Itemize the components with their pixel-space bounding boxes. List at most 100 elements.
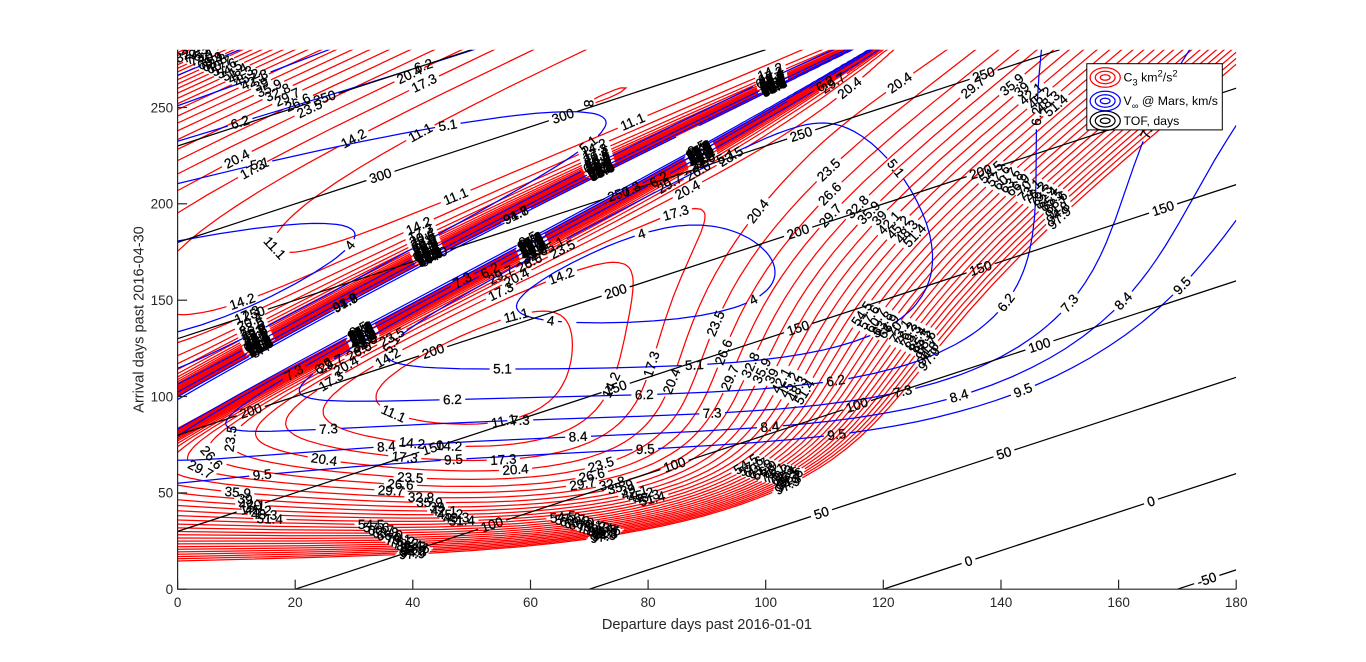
svg-text:42.1: 42.1 (620, 482, 649, 503)
svg-text:66.9: 66.9 (377, 528, 403, 543)
svg-text:7.3: 7.3 (892, 382, 914, 401)
svg-text:26.6: 26.6 (577, 465, 606, 485)
svg-text:7.3: 7.3 (511, 413, 530, 429)
svg-text:100: 100 (151, 389, 174, 404)
svg-text:20: 20 (288, 595, 303, 610)
svg-text:250: 250 (151, 100, 174, 115)
svg-text:-50: -50 (1195, 569, 1218, 589)
svg-text:8: 8 (581, 100, 596, 108)
svg-text:32.8: 32.8 (598, 473, 627, 494)
svg-text:8.4: 8.4 (568, 429, 588, 445)
svg-text:73.1: 73.1 (576, 517, 604, 535)
svg-text:5.1: 5.1 (249, 154, 271, 173)
svg-text:150: 150 (603, 377, 629, 398)
svg-text:C3 km2/s2: C3 km2/s2 (1124, 69, 1178, 89)
svg-text:80: 80 (641, 595, 656, 610)
svg-text:23.5: 23.5 (397, 470, 424, 486)
svg-text:Arrival days past 2016-04-30: Arrival days past 2016-04-30 (132, 226, 148, 413)
svg-text:100: 100 (754, 595, 777, 610)
svg-text:39: 39 (524, 241, 544, 261)
svg-text:23.5: 23.5 (586, 454, 615, 476)
svg-text:54.5: 54.5 (549, 508, 577, 526)
svg-text:9.5: 9.5 (444, 452, 464, 468)
svg-text:60.7: 60.7 (559, 512, 587, 530)
svg-text:70: 70 (249, 336, 269, 356)
svg-text:70: 70 (884, 319, 905, 340)
svg-text:76.2: 76.2 (346, 320, 376, 345)
svg-text:200: 200 (785, 221, 811, 242)
svg-text:50: 50 (812, 504, 831, 523)
svg-text:100: 100 (479, 514, 505, 535)
svg-text:7.3: 7.3 (319, 421, 338, 437)
svg-text:250: 250 (423, 243, 449, 264)
svg-text:200: 200 (238, 400, 264, 421)
svg-text:54.5: 54.5 (358, 517, 384, 532)
svg-text:6.2: 6.2 (443, 392, 462, 407)
svg-text:7.3: 7.3 (247, 66, 270, 87)
svg-text:82.4: 82.4 (587, 521, 616, 540)
svg-text:150: 150 (1150, 198, 1176, 219)
svg-text:150: 150 (968, 258, 994, 279)
svg-text:26.6: 26.6 (387, 476, 414, 492)
svg-text:66.9: 66.9 (568, 515, 596, 533)
svg-text:6.2: 6.2 (412, 56, 434, 76)
svg-text:300: 300 (550, 106, 576, 127)
svg-text:70: 70 (521, 234, 541, 254)
svg-text:73.1: 73.1 (385, 532, 412, 548)
svg-text:14.2: 14.2 (436, 438, 463, 454)
svg-text:0: 0 (166, 582, 174, 597)
svg-text:8.4: 8.4 (948, 386, 971, 406)
svg-text:70: 70 (591, 161, 611, 181)
svg-text:70: 70 (764, 77, 784, 97)
svg-text:9.5: 9.5 (636, 441, 656, 457)
svg-text:5.1: 5.1 (685, 357, 705, 373)
svg-text:76.2: 76.2 (389, 534, 416, 550)
svg-text:51.4: 51.4 (448, 513, 475, 529)
svg-text:5.1: 5.1 (493, 362, 512, 377)
svg-text:79.3: 79.3 (583, 520, 611, 539)
svg-text:100: 100 (661, 454, 687, 475)
svg-text:Departure days past 2016-01-01: Departure days past 2016-01-01 (602, 617, 812, 633)
svg-text:6.2: 6.2 (635, 387, 654, 403)
svg-text:35.9: 35.9 (606, 477, 635, 498)
svg-text:17.3: 17.3 (490, 451, 517, 467)
svg-text:39: 39 (251, 75, 271, 95)
svg-text:200: 200 (420, 341, 446, 362)
svg-text:70: 70 (577, 517, 594, 534)
svg-text:9.5: 9.5 (826, 426, 846, 443)
svg-text:7.3: 7.3 (759, 75, 782, 97)
svg-text:4: 4 (546, 313, 556, 329)
svg-text:20.4: 20.4 (310, 450, 339, 469)
svg-text:39: 39 (416, 239, 436, 259)
svg-text:17.3: 17.3 (661, 202, 690, 224)
svg-text:100: 100 (1026, 335, 1052, 356)
svg-text:250: 250 (606, 184, 632, 205)
svg-text:32.8: 32.8 (408, 490, 435, 506)
svg-text:140: 140 (990, 595, 1013, 610)
svg-text:100: 100 (844, 395, 870, 416)
svg-text:76.2: 76.2 (579, 519, 607, 538)
svg-text:91.7: 91.7 (592, 524, 620, 543)
svg-text:60.7: 60.7 (368, 523, 394, 538)
svg-text:150: 150 (151, 293, 174, 308)
svg-text:TOF, days: TOF, days (1124, 114, 1180, 128)
svg-text:94.8: 94.8 (590, 526, 618, 545)
svg-text:11.1: 11.1 (502, 305, 530, 326)
svg-text:180: 180 (1225, 595, 1248, 610)
svg-text:14.2: 14.2 (398, 434, 426, 452)
svg-text:40: 40 (405, 595, 420, 610)
svg-text:70: 70 (196, 49, 216, 69)
svg-text:9.5: 9.5 (1012, 380, 1035, 401)
svg-text:57.6: 57.6 (363, 520, 389, 535)
svg-text:48.3: 48.3 (632, 486, 661, 507)
svg-text:79.3: 79.3 (392, 536, 419, 552)
svg-text:250: 250 (788, 124, 814, 145)
svg-text:8.4: 8.4 (202, 50, 226, 71)
svg-text:6.2: 6.2 (1029, 107, 1045, 126)
svg-text:200: 200 (603, 281, 629, 302)
svg-text:42.1: 42.1 (238, 497, 265, 513)
svg-text:250: 250 (241, 303, 267, 324)
svg-text:57.6: 57.6 (554, 510, 582, 528)
svg-text:160: 160 (1107, 595, 1130, 610)
svg-text:45.2: 45.2 (245, 502, 272, 518)
